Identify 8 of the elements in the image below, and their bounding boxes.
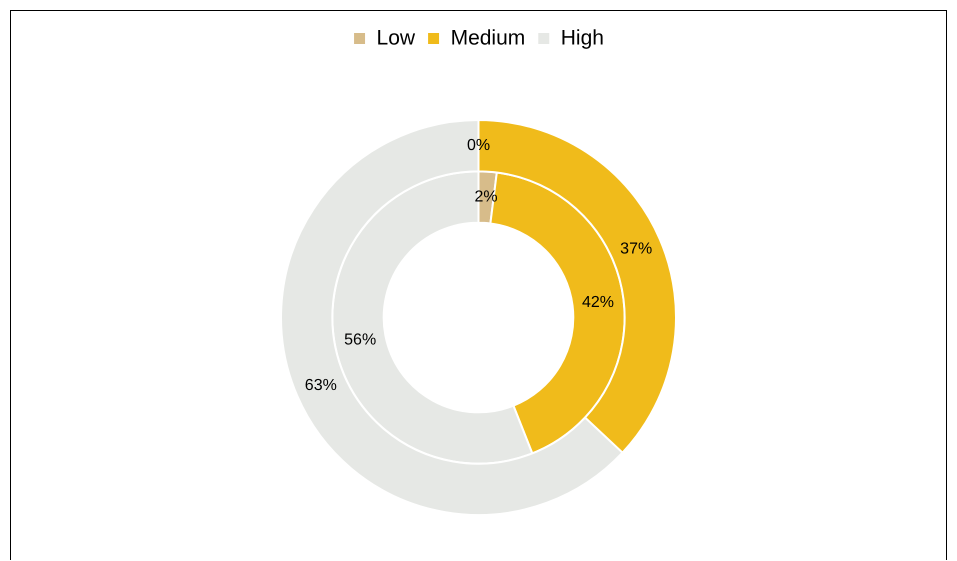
- data-label: 63%: [304, 377, 337, 394]
- legend-label: High: [560, 26, 604, 50]
- data-label: 37%: [620, 240, 652, 258]
- legend-label: Low: [376, 26, 416, 50]
- data-label: 2%: [474, 188, 498, 206]
- data-label: 42%: [582, 294, 614, 311]
- legend-label: Medium: [450, 26, 526, 50]
- data-label: 56%: [344, 331, 376, 348]
